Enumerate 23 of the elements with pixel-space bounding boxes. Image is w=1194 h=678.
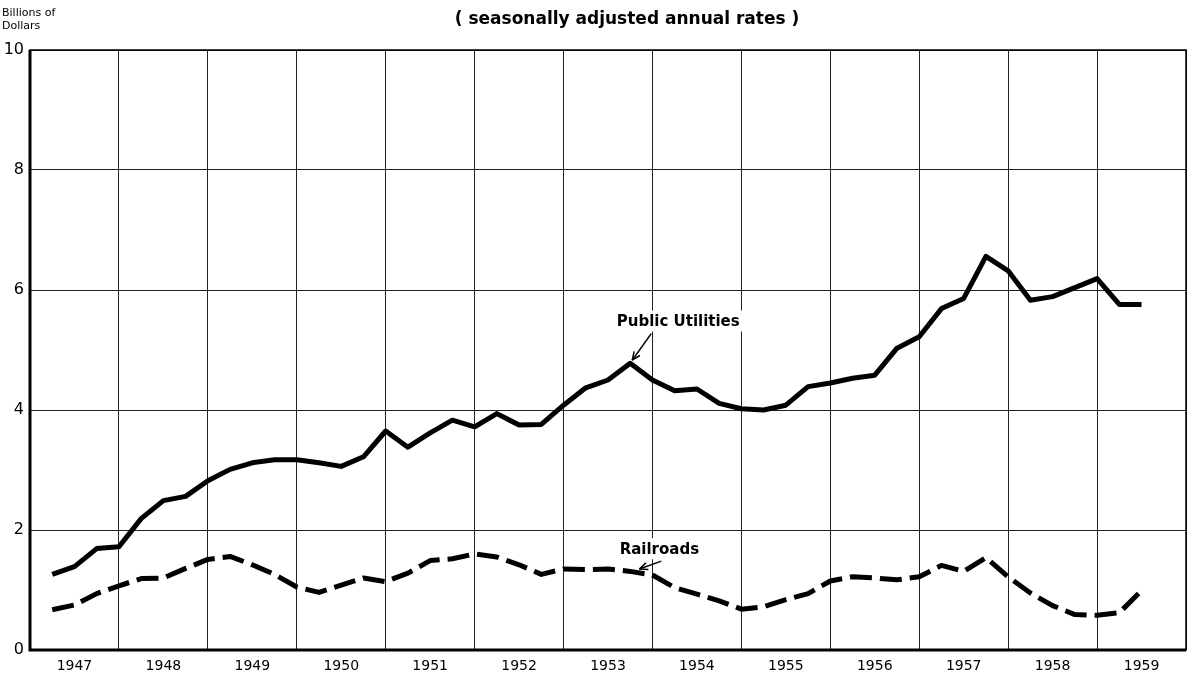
x-tick-label: 1958 bbox=[1034, 657, 1071, 674]
y-tick-label: 4 bbox=[13, 399, 24, 419]
y-tick-label: 0 bbox=[13, 639, 24, 659]
y-tick-label: 2 bbox=[13, 519, 24, 539]
x-tick-label: 1950 bbox=[323, 657, 360, 674]
y-tick-label: 6 bbox=[13, 279, 24, 299]
x-tick-label: 1954 bbox=[679, 657, 715, 674]
annotation: Railroads bbox=[619, 539, 700, 558]
y-tick-label: 8 bbox=[13, 159, 24, 179]
annotation: Public Utilities bbox=[616, 311, 740, 330]
x-tick-label: 1953 bbox=[590, 657, 626, 674]
x-tick-label: 1956 bbox=[856, 657, 893, 674]
x-tick-label: 1955 bbox=[768, 657, 804, 674]
x-tick-label: 1959 bbox=[1123, 657, 1160, 674]
x-tick-label: 1951 bbox=[412, 657, 448, 674]
chart-title: ( seasonally adjusted annual rates ) bbox=[454, 8, 800, 28]
x-tick-label: 1947 bbox=[56, 657, 93, 674]
x-tick-label: 1957 bbox=[945, 657, 982, 674]
x-tick-label: 1952 bbox=[501, 657, 537, 674]
x-tick-label: 1948 bbox=[145, 657, 182, 674]
y-tick-label: 10 bbox=[3, 39, 24, 59]
x-tick-label: 1949 bbox=[234, 657, 271, 674]
y-axis-title: Billions of Dollars bbox=[2, 6, 57, 32]
